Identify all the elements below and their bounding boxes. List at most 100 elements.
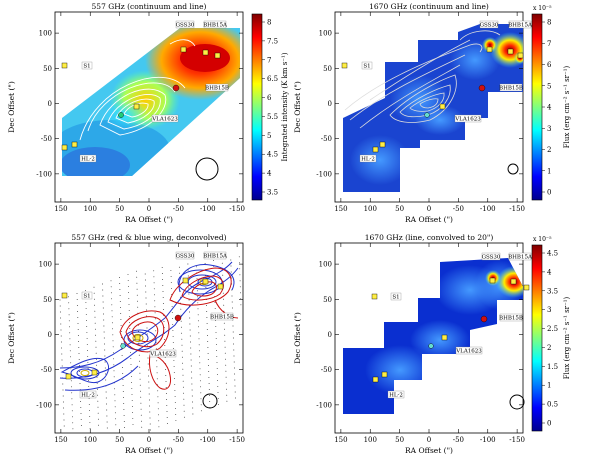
grid-dot [191, 371, 192, 373]
grid-dot [145, 309, 147, 311]
colorbar-tick-label: 6 [547, 61, 552, 69]
grid-dot [190, 365, 192, 367]
x-tick-label: 50 [395, 205, 404, 213]
grid-dot [214, 307, 216, 309]
grid-dot [128, 297, 130, 299]
grid-dot [70, 356, 71, 358]
grid-dot [79, 383, 81, 385]
grid-dot [102, 283, 103, 285]
grid-dot [162, 285, 164, 287]
grid-dot [106, 409, 108, 411]
grid-dot [62, 389, 64, 391]
grid-dot [154, 300, 156, 302]
panel-4-ticks: 150 100 50 0 -50 -100 -150 100 50 0 -50 -100 [316, 243, 525, 444]
grid-dot [87, 361, 89, 363]
grid-dot [154, 306, 156, 308]
grid-dot [174, 377, 175, 379]
grid-dot [130, 369, 132, 371]
grid-dot [114, 400, 116, 402]
grid-dot [69, 326, 70, 328]
grid-dot [199, 374, 201, 376]
grid-dot [119, 289, 121, 291]
grid-dot [233, 343, 235, 345]
grid-dot [189, 335, 191, 337]
grid-dot [72, 428, 74, 430]
grid-dot [217, 403, 219, 405]
x-tick-label: 0 [427, 205, 431, 213]
grid-dot [188, 293, 190, 295]
grid-dot [170, 275, 172, 277]
grid-dot [78, 359, 80, 361]
grid-dot [121, 355, 123, 357]
grid-dot [68, 320, 70, 322]
grid-dot [239, 262, 240, 264]
grid-dot [76, 293, 78, 295]
grid-dot [102, 301, 104, 303]
grid-dot [78, 353, 80, 355]
panel-4-ylabel: Dec Offset (") [293, 312, 302, 364]
panel-3: 557 GHz (red & blue wing, deconvolved) [7, 233, 245, 455]
grid-dot [138, 342, 140, 344]
grid-dot [138, 354, 140, 356]
label-bhb15a: BHB15A [203, 23, 228, 29]
grid-dot [88, 397, 90, 399]
grid-dot [206, 317, 208, 319]
grid-dot [187, 263, 189, 265]
grid-dot [102, 307, 104, 309]
grid-dot [106, 427, 108, 429]
grid-dot [191, 377, 193, 379]
colorbar-tick-label: 5.5 [267, 113, 278, 121]
grid-dot [131, 387, 133, 389]
protostar-marker [174, 314, 182, 322]
grid-dot [114, 394, 116, 396]
grid-dot [112, 334, 114, 336]
grid-dot [97, 412, 99, 414]
grid-dot [166, 405, 168, 407]
grid-dot [145, 303, 147, 305]
grid-dot [174, 401, 176, 403]
grid-dot [93, 292, 95, 294]
panel-1-ticks: 150 100 50 0 -50 -100 -150 100 50 0 -50 -100 [36, 12, 245, 213]
grid-dot [103, 331, 105, 333]
grid-dot [157, 402, 159, 404]
grid-dot [80, 407, 82, 409]
grid-dot [189, 323, 191, 325]
source-marker [489, 277, 496, 284]
grid-dot [157, 396, 159, 398]
panel-2-colorbar [531, 13, 543, 201]
panel-1-contours [79, 39, 226, 183]
y-tick-label: -100 [36, 170, 52, 178]
grid-dot [156, 366, 158, 368]
grid-dot [115, 424, 117, 426]
grid-dot [162, 303, 164, 305]
grid-dot [77, 323, 79, 325]
grid-dot [217, 385, 219, 387]
grid-dot [172, 335, 174, 337]
grid-dot [104, 343, 105, 345]
grid-dot [198, 344, 200, 346]
y-tick-label: 100 [39, 30, 52, 38]
grid-dot [97, 406, 99, 408]
grid-dot [239, 286, 241, 288]
grid-dot [158, 426, 160, 428]
grid-dot [76, 299, 78, 301]
grid-dot [157, 390, 159, 392]
grid-dot [182, 386, 184, 388]
grid-dot [80, 413, 82, 415]
grid-dot [95, 346, 97, 348]
grid-dot [77, 311, 79, 313]
x-tick-label: -50 [173, 436, 184, 444]
grid-dot [120, 325, 122, 327]
colorbar-tick-label: 7 [267, 56, 271, 64]
grid-dot [69, 338, 71, 340]
panel-1-colorbar-ticks: 8 7.5 7 6.5 6 5.5 5 4.5 4 3.5 [262, 19, 278, 197]
grid-dot [71, 392, 73, 394]
x-tick-label: -150 [229, 436, 245, 444]
grid-dot [165, 381, 167, 383]
panel-4-labels: GSS30 BHB15A BHB15B VLA1623 S1 HL-2 [387, 252, 533, 399]
grid-dot [166, 411, 168, 413]
grid-dot [141, 426, 143, 428]
grid-dot [225, 358, 226, 360]
label-s1: S1 [83, 64, 90, 70]
grid-dot [123, 409, 125, 411]
